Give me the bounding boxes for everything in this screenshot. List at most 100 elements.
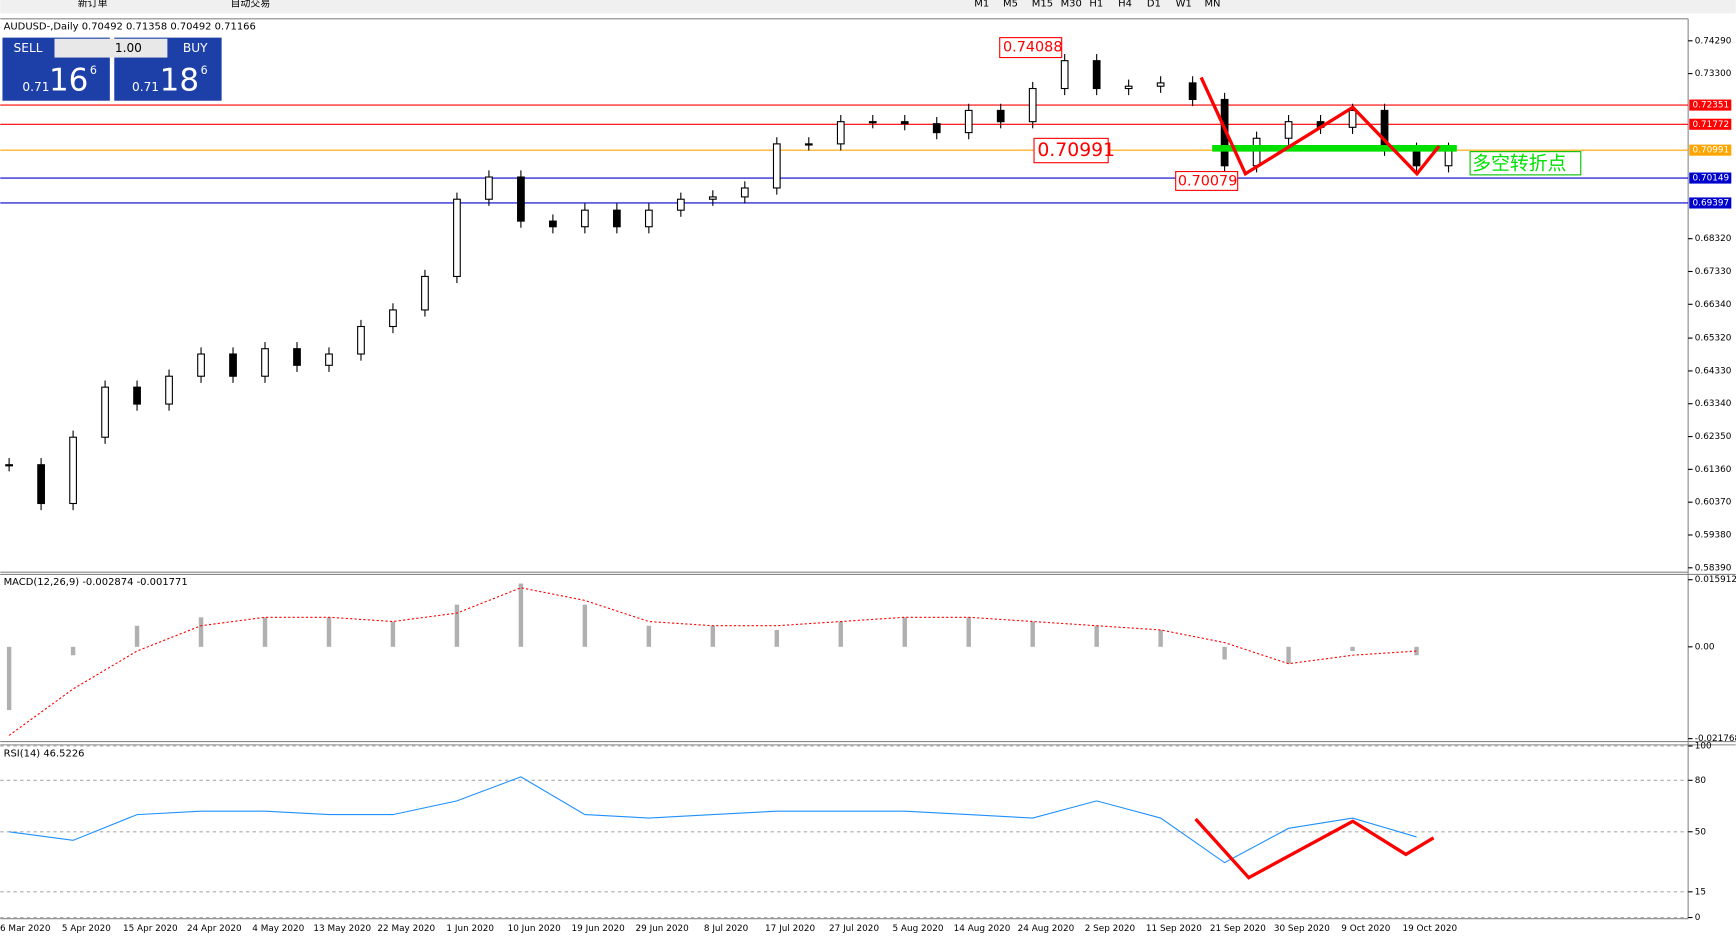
candle	[1028, 87, 1037, 123]
candle	[612, 209, 621, 228]
toolbar	[0, 0, 1736, 14]
date-label: 10 Jun 2020	[508, 924, 562, 934]
high-label: 0.74088	[1003, 40, 1062, 56]
candle	[485, 176, 493, 200]
candle	[1412, 148, 1421, 167]
timeframe-button[interactable]: W1	[1176, 0, 1192, 9]
y-tick-label: 0.67330	[1695, 267, 1732, 277]
rsi-line	[9, 776, 1417, 864]
y-tick-label: 50	[1695, 827, 1707, 837]
macd-bar	[646, 625, 652, 647]
y-tick-label: 0.58390	[1695, 563, 1732, 573]
date-label: 29 Jun 2020	[636, 924, 690, 934]
y-tick-label: 0.74290	[1695, 36, 1732, 46]
y-tick-label: 0.66340	[1695, 300, 1732, 310]
level-tag	[1689, 99, 1732, 111]
candle	[37, 464, 45, 505]
candle	[261, 348, 269, 377]
candle	[708, 196, 717, 200]
timeframe-button[interactable]: M1	[974, 0, 989, 9]
candle	[165, 375, 173, 405]
candle	[900, 121, 909, 125]
timeframe-button[interactable]: M5	[1003, 0, 1018, 9]
buy-price-prefix: 0.71	[132, 80, 159, 94]
macd-bar	[6, 646, 12, 711]
candle	[644, 209, 653, 228]
macd-bar	[518, 583, 524, 647]
candle	[1060, 60, 1069, 90]
date-label: 9 Oct 2020	[1341, 924, 1390, 934]
date-label: 5 Aug 2020	[893, 924, 944, 934]
y-tick-label: 0.73300	[1695, 69, 1732, 79]
macd-bar	[1222, 646, 1227, 660]
annotations: 0.74088 0.70991 0.70079 多空转折点	[999, 37, 1582, 880]
macd-bar	[1286, 646, 1291, 664]
level-label: 0.69397	[1693, 198, 1730, 208]
candle	[517, 176, 525, 222]
y-tick-label: 80	[1695, 776, 1707, 786]
candle	[1348, 109, 1357, 128]
macd-bar	[1158, 629, 1163, 647]
candle	[197, 353, 205, 377]
date-label: 13 May 2020	[313, 924, 371, 934]
sell-button[interactable]: SELL	[14, 41, 43, 55]
candle	[932, 123, 941, 134]
one-click-trading: SELL BUY 1.00 0.71 16 6 0.71 18 6	[2, 37, 222, 101]
y-tick-label: 0.62350	[1695, 432, 1732, 442]
level-tag	[1689, 197, 1732, 209]
timeframe-button[interactable]: MN	[1204, 0, 1220, 9]
macd-bar	[1094, 625, 1099, 647]
timeframe-button[interactable]: D1	[1147, 0, 1161, 9]
candle	[1284, 121, 1293, 139]
macd-bar	[1414, 646, 1419, 656]
candle	[836, 121, 845, 145]
date-label: 17 Jul 2020	[765, 924, 815, 934]
timeframe-button[interactable]: M15	[1032, 0, 1053, 9]
candle	[1252, 137, 1261, 167]
y-tick-label: 0.68320	[1695, 234, 1732, 244]
candle	[804, 143, 813, 146]
candle	[1444, 148, 1453, 167]
y-tick-label: 0.61360	[1695, 465, 1732, 475]
level-label: 0.72351	[1693, 101, 1730, 111]
macd-bar	[966, 617, 971, 647]
date-label: 26 Mar 2020	[0, 924, 51, 934]
candle	[549, 220, 557, 228]
date-label: 5 Apr 2020	[62, 924, 111, 934]
level-tag	[1689, 144, 1732, 156]
macd-bar	[326, 617, 332, 647]
candle	[772, 143, 781, 189]
date-label: 4 May 2020	[252, 924, 304, 934]
y-tick-label: 0.60370	[1695, 498, 1732, 508]
new-order-button[interactable]: 新订单	[78, 0, 108, 9]
macd-bar	[134, 625, 140, 647]
date-label: 21 Sep 2020	[1210, 924, 1266, 934]
candle	[1156, 82, 1165, 87]
auto-trading-button[interactable]: 自动交易	[230, 0, 270, 9]
date-label: 19 Oct 2020	[1402, 924, 1457, 934]
level-label: 0.70991	[1693, 146, 1730, 156]
timeframe-button[interactable]: H4	[1118, 0, 1132, 9]
level-tag	[1689, 118, 1732, 130]
level-label: 0.70149	[1693, 174, 1730, 184]
candle	[868, 121, 877, 124]
date-label: 11 Sep 2020	[1146, 924, 1202, 934]
macd-bar	[838, 621, 843, 647]
charts: 0.74290 0.73300 0.68320 0.67330 0.66340 0.653…	[0, 36, 1736, 934]
date-label: 30 Sep 2020	[1274, 924, 1330, 934]
timeframe-button[interactable]: M30	[1061, 0, 1082, 9]
y-tick-label: 0.00	[1695, 642, 1715, 652]
symbol-header: AUDUSD-,Daily 0.70492 0.71358 0.70492 0.…	[4, 22, 256, 33]
timeframe-button[interactable]: H1	[1089, 0, 1103, 9]
y-tick-label: 0.65320	[1695, 334, 1732, 344]
macd-bar	[902, 617, 907, 647]
signal-line	[8, 587, 1417, 736]
pivot-label: 0.70991	[1037, 140, 1115, 161]
level-tag	[1689, 172, 1732, 184]
y-tick-label: -0.021768	[1695, 734, 1736, 744]
buy-button[interactable]: BUY	[183, 41, 208, 55]
lots-input[interactable]: 1.00	[115, 41, 142, 55]
candle	[453, 198, 461, 278]
macd-bar	[1030, 621, 1035, 647]
